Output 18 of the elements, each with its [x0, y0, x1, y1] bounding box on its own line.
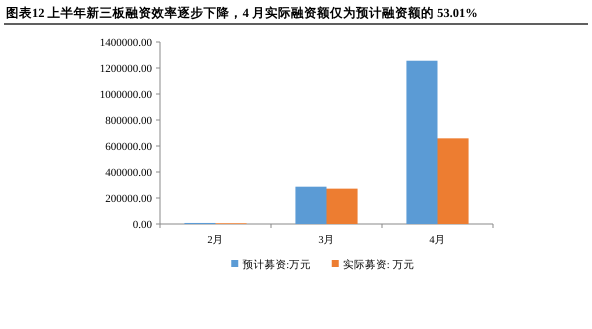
- x-tick-label: 4月: [429, 234, 446, 246]
- y-tick-label: 1200000.00: [100, 63, 152, 75]
- bar: [406, 60, 438, 224]
- bar: [438, 138, 469, 224]
- legend-label: 实际募资: 万元: [342, 258, 414, 271]
- y-tick-label: 400000.00: [105, 167, 152, 179]
- chart-title: 图表12 上半年新三板融资效率逐步下降，4 月实际融资额仅为预计融资额的 53.01%: [6, 5, 478, 20]
- x-tick-label: 3月: [318, 234, 335, 246]
- x-tick-label: 2月: [207, 234, 224, 246]
- y-tick-label: 600000.00: [105, 141, 152, 153]
- y-tick-label: 200000.00: [105, 193, 152, 205]
- y-tick-label: 800000.00: [105, 115, 152, 127]
- bar: [326, 188, 358, 224]
- bar: [295, 186, 326, 224]
- y-tick-label: 1000000.00: [100, 89, 152, 101]
- y-tick-label: 0.00: [132, 219, 152, 231]
- legend-label: 预计募资:万元: [242, 258, 312, 271]
- y-tick-label: 1400000.00: [100, 37, 152, 49]
